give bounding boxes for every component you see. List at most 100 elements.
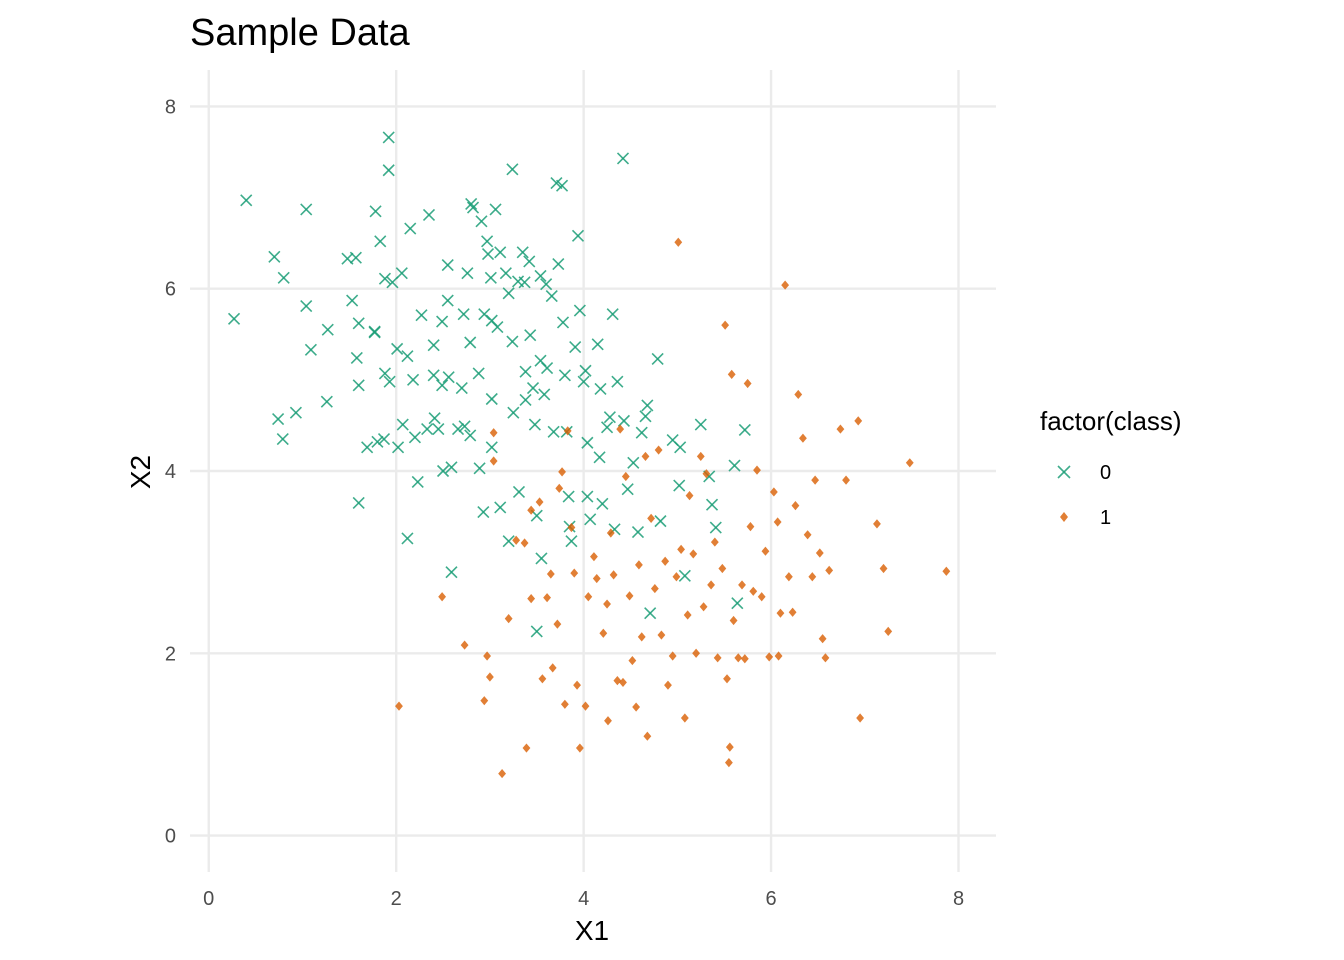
point-class-0 bbox=[581, 436, 594, 449]
point-class-1 bbox=[438, 592, 447, 602]
point-class-0 bbox=[401, 350, 414, 363]
point-class-0 bbox=[600, 421, 614, 434]
point-class-0 bbox=[477, 505, 490, 519]
point-class-1 bbox=[555, 483, 564, 493]
y-tick-label: 8 bbox=[165, 96, 176, 118]
point-class-0 bbox=[534, 269, 547, 283]
point-class-1 bbox=[724, 758, 733, 768]
point-class-0 bbox=[506, 163, 519, 176]
point-class-0 bbox=[621, 483, 634, 496]
point-class-1 bbox=[632, 702, 641, 712]
point-class-0 bbox=[627, 456, 640, 469]
point-class-0 bbox=[461, 267, 474, 280]
point-class-1 bbox=[738, 580, 746, 590]
y-tick-label: 2 bbox=[165, 643, 176, 665]
point-class-0 bbox=[428, 412, 441, 425]
point-class-0 bbox=[382, 164, 395, 177]
point-class-1 bbox=[599, 628, 608, 638]
point-class-0 bbox=[481, 235, 494, 248]
point-class-1 bbox=[581, 701, 590, 711]
point-class-1 bbox=[558, 467, 566, 477]
point-class-1 bbox=[553, 619, 562, 629]
point-class-0 bbox=[352, 379, 365, 392]
point-class-1 bbox=[689, 549, 698, 559]
point-class-0 bbox=[352, 317, 365, 330]
point-class-1 bbox=[567, 522, 576, 533]
point-class-0 bbox=[594, 382, 607, 396]
point-class-0 bbox=[227, 312, 241, 325]
point-class-1 bbox=[654, 445, 663, 455]
point-class-1 bbox=[773, 517, 782, 527]
point-class-1 bbox=[680, 713, 689, 723]
point-class-0 bbox=[538, 388, 551, 401]
point-class-0 bbox=[494, 501, 507, 514]
point-class-1 bbox=[635, 560, 643, 570]
point-class-0 bbox=[445, 461, 458, 474]
point-class-0 bbox=[406, 373, 420, 386]
point-class-0 bbox=[300, 203, 313, 216]
point-class-0 bbox=[641, 399, 654, 412]
point-class-1 bbox=[879, 563, 888, 574]
point-class-0 bbox=[616, 152, 630, 165]
point-class-1 bbox=[548, 663, 557, 673]
point-class-0 bbox=[489, 203, 502, 216]
point-class-1 bbox=[721, 320, 730, 330]
point-class-0 bbox=[391, 441, 405, 454]
point-class-1 bbox=[740, 654, 749, 664]
point-class-0 bbox=[558, 369, 571, 382]
point-class-0 bbox=[603, 411, 616, 424]
point-class-1 bbox=[769, 487, 778, 497]
point-class-0 bbox=[516, 246, 529, 259]
point-class-1 bbox=[485, 672, 494, 682]
point-class-1 bbox=[842, 475, 850, 485]
point-class-0 bbox=[581, 490, 594, 503]
point-class-1 bbox=[757, 592, 766, 602]
point-class-0 bbox=[523, 255, 536, 268]
point-class-1 bbox=[808, 572, 817, 582]
point-class-0 bbox=[644, 607, 657, 620]
y-tick-label: 0 bbox=[165, 826, 176, 848]
point-class-1 bbox=[761, 546, 770, 556]
legend-key-x-icon bbox=[1057, 465, 1071, 479]
grid bbox=[190, 70, 996, 872]
point-class-1 bbox=[818, 634, 827, 644]
point-class-1 bbox=[905, 458, 914, 468]
point-class-0 bbox=[374, 235, 387, 248]
point-class-0 bbox=[654, 515, 667, 528]
point-class-0 bbox=[573, 304, 586, 317]
point-class-1 bbox=[765, 652, 774, 662]
point-class-1 bbox=[702, 469, 711, 479]
y-tick-label: 6 bbox=[165, 279, 176, 301]
point-class-0 bbox=[346, 294, 359, 307]
point-class-1 bbox=[825, 565, 834, 575]
point-class-0 bbox=[371, 435, 384, 448]
data-points bbox=[227, 131, 951, 779]
point-class-0 bbox=[617, 414, 630, 427]
point-class-1 bbox=[621, 471, 630, 482]
point-class-1 bbox=[685, 491, 694, 501]
point-class-1 bbox=[696, 451, 705, 462]
point-class-0 bbox=[473, 462, 486, 475]
x-tick-label: 8 bbox=[953, 888, 964, 910]
point-class-1 bbox=[512, 535, 521, 545]
point-class-1 bbox=[628, 655, 637, 666]
point-class-0 bbox=[276, 433, 289, 446]
point-class-0 bbox=[484, 271, 497, 284]
point-class-0 bbox=[436, 464, 450, 478]
point-class-1 bbox=[489, 456, 498, 466]
point-class-0 bbox=[361, 441, 374, 454]
point-class-1 bbox=[727, 369, 736, 379]
point-class-0 bbox=[386, 276, 399, 289]
point-class-0 bbox=[401, 532, 414, 545]
point-class-0 bbox=[383, 375, 396, 388]
point-class-1 bbox=[535, 497, 544, 507]
point-class-0 bbox=[485, 441, 498, 454]
point-class-0 bbox=[519, 393, 532, 406]
point-class-1 bbox=[573, 680, 581, 690]
point-class-1 bbox=[710, 537, 719, 547]
point-class-0 bbox=[502, 287, 515, 300]
point-class-1 bbox=[575, 743, 584, 753]
point-class-0 bbox=[378, 272, 392, 285]
x-tick-label: 2 bbox=[391, 888, 402, 910]
point-class-1 bbox=[543, 593, 551, 603]
